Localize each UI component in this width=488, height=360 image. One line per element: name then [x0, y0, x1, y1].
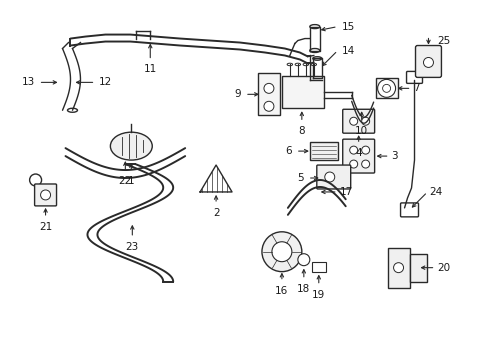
Circle shape: [271, 242, 291, 262]
Circle shape: [264, 101, 273, 111]
Ellipse shape: [67, 108, 77, 112]
Text: 17: 17: [339, 187, 352, 197]
FancyBboxPatch shape: [258, 73, 279, 115]
Circle shape: [382, 84, 390, 92]
Text: 12: 12: [98, 77, 111, 87]
Text: 19: 19: [311, 289, 325, 300]
Ellipse shape: [110, 132, 152, 160]
Circle shape: [361, 117, 369, 125]
FancyBboxPatch shape: [400, 203, 418, 217]
FancyBboxPatch shape: [309, 142, 337, 160]
Text: 13: 13: [21, 77, 35, 87]
Text: 7: 7: [413, 84, 419, 93]
Ellipse shape: [312, 57, 321, 60]
FancyBboxPatch shape: [415, 45, 441, 77]
Ellipse shape: [286, 63, 292, 66]
Circle shape: [361, 146, 369, 154]
Circle shape: [264, 84, 273, 93]
Circle shape: [297, 254, 309, 266]
Text: 23: 23: [125, 242, 139, 252]
Circle shape: [349, 117, 357, 125]
FancyBboxPatch shape: [316, 165, 350, 189]
Text: 15: 15: [341, 22, 354, 32]
Circle shape: [361, 160, 369, 168]
Ellipse shape: [310, 63, 316, 66]
Text: 22: 22: [119, 176, 132, 186]
FancyBboxPatch shape: [375, 78, 397, 98]
Text: 21: 21: [39, 222, 52, 232]
Text: 24: 24: [428, 187, 442, 197]
Text: 18: 18: [297, 284, 310, 294]
Circle shape: [262, 232, 301, 272]
Ellipse shape: [309, 24, 319, 28]
FancyBboxPatch shape: [406, 71, 422, 84]
Text: 9: 9: [234, 89, 241, 99]
Ellipse shape: [309, 49, 319, 53]
Ellipse shape: [303, 63, 308, 66]
Text: 25: 25: [437, 36, 450, 46]
Text: 5: 5: [297, 173, 303, 183]
Circle shape: [349, 146, 357, 154]
Text: 2: 2: [212, 208, 219, 218]
FancyBboxPatch shape: [311, 262, 325, 272]
Circle shape: [377, 80, 395, 97]
Text: 8: 8: [298, 126, 305, 136]
Text: 20: 20: [437, 263, 449, 273]
Text: 14: 14: [341, 45, 354, 55]
Circle shape: [349, 160, 357, 168]
FancyBboxPatch shape: [342, 139, 374, 173]
FancyBboxPatch shape: [342, 109, 374, 133]
Circle shape: [393, 263, 403, 273]
Text: 11: 11: [143, 64, 157, 75]
FancyBboxPatch shape: [35, 184, 57, 206]
Text: 10: 10: [354, 126, 367, 136]
Ellipse shape: [312, 77, 321, 80]
Text: 4: 4: [355, 148, 361, 158]
Text: 1: 1: [128, 176, 134, 186]
Circle shape: [30, 174, 41, 186]
Text: 6: 6: [285, 146, 291, 156]
Text: 16: 16: [275, 285, 288, 296]
FancyBboxPatch shape: [281, 76, 323, 108]
FancyBboxPatch shape: [408, 254, 427, 282]
FancyBboxPatch shape: [387, 248, 408, 288]
Text: 3: 3: [391, 151, 397, 161]
Circle shape: [423, 58, 432, 67]
Circle shape: [324, 172, 334, 182]
Ellipse shape: [294, 63, 300, 66]
Circle shape: [41, 190, 50, 200]
